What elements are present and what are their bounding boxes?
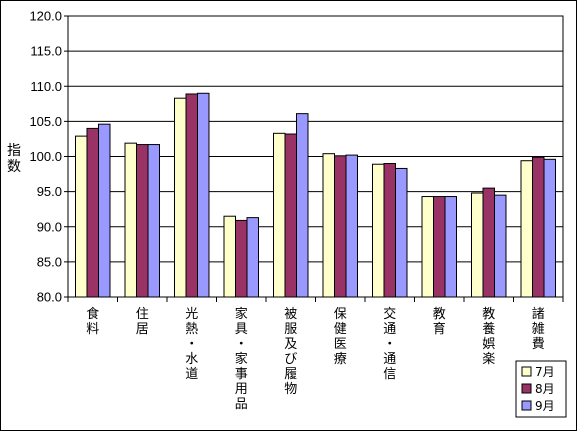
y-axis-label-text: 指数 bbox=[7, 143, 21, 175]
bar-4-2 bbox=[296, 113, 309, 298]
bar-0-1 bbox=[86, 127, 99, 298]
legend-swatch-0 bbox=[521, 366, 532, 377]
bar-8-1 bbox=[482, 187, 495, 298]
bar-4-0 bbox=[273, 132, 286, 298]
y-tick-labels: 120.0 115.0 110.0 105.0 100.0 95.0 90.0 85.0 80.… bbox=[29, 9, 62, 305]
x-category-labels: 食料 住居 光熱・水道 家具・家事用品 被服及び履物 保健医療 交通・通信 教育 教養娯楽 諸雑費 bbox=[86, 306, 545, 412]
y-tick-label-4: 100.0 bbox=[29, 149, 62, 164]
y-axis-label: 指数 bbox=[7, 143, 21, 175]
bar-1-1 bbox=[136, 144, 149, 298]
x-label-6: 交通・通信 bbox=[383, 306, 396, 382]
legend-label-2: 9月 bbox=[535, 399, 555, 413]
y-tick-label-1: 115.0 bbox=[30, 44, 62, 59]
legend-swatch-2 bbox=[521, 400, 532, 411]
legend-label-1: 8月 bbox=[535, 382, 555, 396]
axes bbox=[64, 15, 564, 302]
bar-3-2 bbox=[246, 217, 259, 298]
bar-7-2 bbox=[444, 196, 457, 298]
y-tick-label-5: 95.0 bbox=[37, 184, 62, 199]
x-label-4: 被服及び履物 bbox=[284, 307, 297, 397]
x-label-3: 家具・家事用品 bbox=[235, 306, 248, 412]
bar-8-0 bbox=[471, 192, 484, 298]
bar-4-1 bbox=[284, 133, 297, 298]
legend-swatch-1 bbox=[521, 383, 532, 394]
y-tick-label-8: 80.0 bbox=[37, 290, 62, 305]
bar-0-0 bbox=[75, 135, 88, 298]
bar-2-0 bbox=[174, 97, 187, 298]
bar-7-0 bbox=[421, 196, 434, 298]
bar-3-0 bbox=[223, 215, 236, 298]
legend: 7月 8月 9月 bbox=[515, 360, 567, 418]
bar-8-2 bbox=[494, 194, 507, 298]
x-label-8: 教養娯楽 bbox=[482, 306, 495, 367]
bar-9-2 bbox=[543, 158, 556, 298]
bar-3-1 bbox=[235, 219, 248, 298]
x-label-0: 食料 bbox=[86, 306, 99, 337]
bar-0-2 bbox=[98, 123, 111, 298]
legend-label-0: 7月 bbox=[535, 365, 555, 379]
bar-7-1 bbox=[433, 196, 446, 298]
bar-5-0 bbox=[322, 153, 335, 298]
bar-5-1 bbox=[334, 155, 347, 298]
x-label-5: 保健医療 bbox=[334, 307, 347, 367]
bar-1-2 bbox=[147, 144, 160, 298]
x-label-1: 住居 bbox=[136, 307, 149, 337]
bar-1-0 bbox=[124, 142, 137, 298]
bar-2-2 bbox=[197, 92, 210, 298]
bar-6-1 bbox=[383, 163, 396, 298]
y-tick-label-0: 120.0 bbox=[29, 9, 62, 24]
y-tick-label-3: 105.0 bbox=[29, 114, 62, 129]
bar-6-2 bbox=[395, 167, 408, 298]
x-label-9: 諸雑費 bbox=[532, 306, 545, 352]
bar-6-0 bbox=[372, 163, 385, 298]
x-label-2: 光熱・水道 bbox=[185, 307, 198, 382]
bar-9-1 bbox=[532, 156, 545, 298]
bar-9-0 bbox=[520, 160, 533, 298]
bar-5-2 bbox=[345, 154, 358, 298]
bar-2-1 bbox=[185, 93, 198, 298]
y-tick-label-6: 90.0 bbox=[37, 219, 62, 234]
y-tick-label-2: 110.0 bbox=[30, 79, 62, 94]
x-label-7: 教育 bbox=[433, 306, 446, 337]
y-tick-label-7: 85.0 bbox=[37, 254, 62, 269]
